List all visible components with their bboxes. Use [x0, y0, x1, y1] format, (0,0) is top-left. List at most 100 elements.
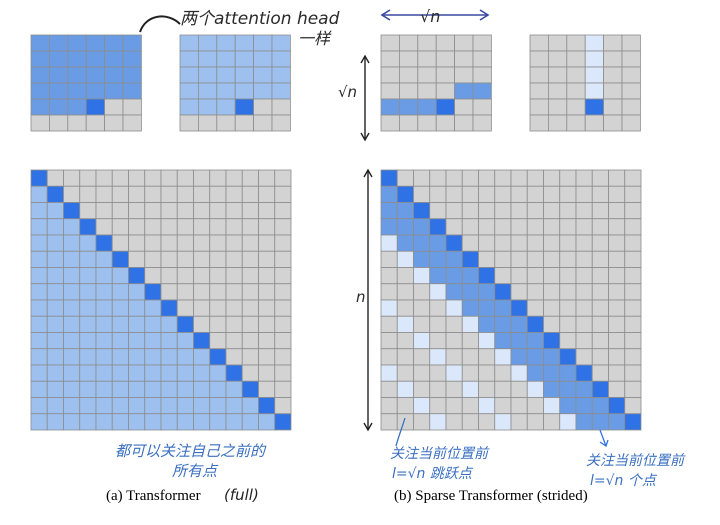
sqrt-n-top-label: √n — [420, 7, 440, 26]
strided-big-cell — [413, 250, 431, 268]
full-big-cell — [63, 299, 81, 317]
strided-big-cell — [445, 185, 463, 203]
strided-big-cell — [461, 348, 479, 366]
strided-big-cell — [478, 234, 496, 252]
strided-big-cell — [543, 283, 561, 301]
full-small-1-cell — [122, 82, 142, 100]
full-big-cell — [63, 169, 81, 187]
full-small-2-cell — [179, 50, 199, 68]
strided-small-2-cell — [584, 114, 605, 132]
full-big-cell — [193, 315, 211, 333]
full-small-1-cell — [122, 114, 142, 132]
full-big-cell — [46, 234, 64, 252]
strided-big-cell — [461, 380, 479, 398]
strided-big-cell — [380, 283, 398, 301]
strided-big-cell — [494, 267, 512, 285]
full-big-cell — [63, 202, 81, 220]
strided-big-cell — [478, 348, 496, 366]
full-small-1-cell — [85, 114, 105, 132]
full-big-cell — [128, 299, 146, 317]
full-big-cell — [193, 185, 211, 203]
strided-big-cell — [624, 364, 642, 382]
full-big-cell — [79, 364, 97, 382]
full-big-cell — [176, 332, 194, 350]
full-big-cell — [160, 283, 178, 301]
strided-big-cell — [559, 169, 577, 187]
strided-small-2-cell — [603, 98, 623, 116]
strided-small-2-cell — [621, 98, 641, 116]
full-big-cell — [144, 234, 162, 252]
strided-big-cell — [624, 397, 642, 415]
strided-big-cell — [396, 234, 414, 252]
full-big-cell — [258, 299, 276, 317]
strided-big-cell — [461, 169, 479, 187]
full-small-1-cell — [104, 114, 124, 132]
strided-big-cell — [478, 267, 496, 285]
full-small-1-cell — [67, 34, 87, 52]
full-big-cell — [258, 364, 276, 382]
strided-small-2-cell — [566, 50, 586, 68]
full-big-cell — [193, 283, 211, 301]
full-big-cell — [63, 250, 81, 268]
strided-note2-arrow — [599, 429, 609, 448]
strided-small-2-cell — [529, 34, 549, 52]
full-small-2-cell — [253, 34, 273, 52]
full-big-cell — [193, 234, 211, 252]
full-small-1-cell — [122, 34, 142, 52]
strided-small-2-cell — [566, 66, 586, 84]
full-big-cell — [241, 315, 259, 333]
full-big-cell — [111, 234, 129, 252]
strided-small-1-cell — [380, 50, 400, 68]
strided-big-cell — [608, 364, 626, 382]
strided-big-cell — [445, 267, 463, 285]
strided-small-2-cell — [603, 66, 623, 84]
sqrt-n-vertical-arrow — [360, 54, 370, 142]
full-big-cell — [258, 380, 276, 398]
strided-big-cell — [461, 299, 479, 317]
strided-small-1-cell — [380, 66, 400, 84]
full-big-cell — [144, 202, 162, 220]
strided-big-cell — [429, 283, 447, 301]
full-big-cell — [46, 364, 64, 382]
strided-big-cell — [559, 364, 577, 382]
strided-big-cell — [413, 299, 431, 317]
strided-big-cell — [429, 332, 447, 350]
strided-big-cell — [429, 413, 447, 431]
strided-small-2-cell — [584, 50, 605, 68]
full-big-cell — [209, 218, 227, 236]
strided-big-cell — [380, 234, 398, 252]
strided-big-cell — [526, 250, 544, 268]
full-big-cell — [258, 185, 276, 203]
strided-small-1-cell — [435, 82, 456, 100]
full-big-cell — [95, 380, 113, 398]
strided-small-1-cell — [398, 98, 419, 116]
full-big-cell — [128, 169, 146, 187]
full-small-2-cell — [179, 82, 199, 100]
strided-big-cell — [591, 185, 609, 203]
strided-big-cell — [494, 234, 512, 252]
full-small-2-cell — [197, 66, 218, 84]
full-big-cell — [79, 169, 97, 187]
strided-big-cell — [445, 202, 463, 220]
strided-note1-line1: 关注当前位置前 — [390, 446, 490, 462]
strided-big-cell — [413, 218, 431, 236]
full-big-cell — [95, 169, 113, 187]
full-big-cell — [176, 348, 194, 366]
full-big-cell — [30, 380, 48, 398]
strided-big-cell — [396, 413, 414, 431]
strided-big-cell — [396, 364, 414, 382]
full-small-2-cell — [216, 114, 236, 132]
full-big-cell — [79, 250, 97, 268]
strided-big-cell — [429, 185, 447, 203]
full-big-cell — [160, 315, 178, 333]
full-big-cell — [30, 169, 48, 187]
strided-big-cell — [510, 380, 528, 398]
full-big-cell — [30, 234, 48, 252]
full-big-cell — [241, 348, 259, 366]
strided-big-cell — [526, 202, 544, 220]
full-big-cell — [63, 315, 81, 333]
strided-big-cell — [591, 267, 609, 285]
strided-big-cell — [559, 413, 577, 431]
full-big-cell — [79, 283, 97, 301]
full-big-cell — [225, 185, 243, 203]
